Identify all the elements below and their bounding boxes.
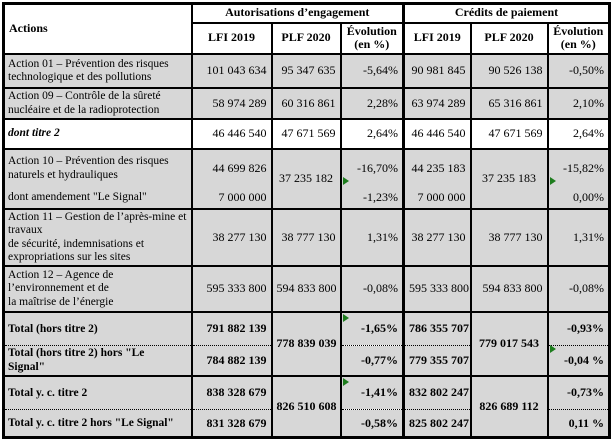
row-label: Action 10 – Prévention des risques natur… — [2, 148, 193, 188]
cell-cp-lfi: 46 446 540 — [402, 118, 472, 151]
cell-cp-lfi: 63 974 289 — [402, 87, 472, 121]
cell-cp-evolution: -15,82% — [546, 148, 611, 188]
row-dont-titre-2: dont titre 2 46 446 540 47 671 569 2,64%… — [2, 118, 611, 151]
cell-cp-plf: 65 316 861 — [469, 87, 549, 121]
cell-ae-lfi: 784 882 139 — [190, 345, 273, 377]
cell-ae-evolution: 2,64% — [339, 118, 405, 151]
cell-cp-lfi: 44 235 183 — [402, 148, 472, 188]
cell-ae-lfi: 58 974 289 — [190, 87, 273, 121]
cell-cp-evolution: 2,64% — [546, 118, 611, 151]
cell-ae-lfi: 38 277 130 — [190, 208, 273, 267]
cell-cp-evolution: 0,00% — [546, 187, 611, 211]
cp-plf-column-header: PLF 2020 — [469, 21, 549, 56]
row-action-11: Action 11 – Gestion de l’après-mine et t… — [2, 208, 611, 267]
cell-ae-lfi: 595 333 800 — [190, 264, 273, 313]
cell-cp-plf: 47 671 569 — [469, 118, 549, 151]
cell-cp-lfi: 825 802 247 — [402, 409, 472, 439]
ae-evolution-column-header: Évolution (en %) — [339, 21, 405, 56]
cell-cp-lfi: 779 355 707 — [402, 345, 472, 377]
cell-cp-lfi: 595 333 800 — [402, 264, 472, 313]
cell-cp-evolution: 2,10% — [546, 87, 611, 121]
cell-ae-lfi: 46 446 540 — [190, 118, 273, 151]
row-dont-amendement-le-signal: dont amendement "Le Signal" 7 000 000 -1… — [2, 187, 611, 211]
cell-ae-evolution: -1,41% — [339, 374, 405, 411]
group-header-autorisations: Autorisations d’engagement — [190, 2, 405, 24]
cell-ae-lfi: 7 000 000 — [190, 187, 273, 211]
column-header-row: LFI 2019 PLF 2020 Évolution (en %) LFI 2… — [4, 21, 611, 56]
cell-ae-lfi: 101 043 634 — [190, 53, 273, 90]
row-label: Action 11 – Gestion de l’après-mine et t… — [2, 208, 193, 267]
cell-cp-evolution: -0,04 % — [546, 345, 611, 377]
cell-ae-plf: 594 833 800 — [270, 264, 342, 313]
cell-ae-plf: 95 347 635 — [270, 53, 342, 90]
row-label: Total y. c. titre 2 — [2, 374, 193, 411]
row-label: dont titre 2 — [2, 118, 193, 151]
row-label: Total (hors titre 2) hors "Le Signal" — [2, 345, 193, 377]
cell-cp-plf-merged: 826 689 112 — [469, 374, 549, 439]
cell-ae-evolution: -5,64% — [339, 53, 405, 90]
cell-cp-lfi: 7 000 000 — [402, 187, 472, 211]
row-label: dont amendement "Le Signal" — [2, 187, 193, 211]
comment-flag-icon — [342, 177, 349, 186]
cell-cp-lfi: 786 355 707 — [402, 310, 472, 347]
cell-ae-plf: 47 671 569 — [270, 118, 342, 151]
cell-cp-evolution: -0,93% — [546, 310, 611, 347]
cell-ae-evolution: 1,31% — [339, 208, 405, 267]
row-label: Action 01 – Prévention des risques techn… — [2, 53, 193, 90]
row-total-yc-titre-2-hors-le-signal: Total y. c. titre 2 hors "Le Signal" 831… — [2, 409, 611, 439]
cell-ae-lfi: 791 882 139 — [190, 310, 273, 347]
cell-ae-evolution: 2,28% — [339, 87, 405, 121]
comment-flag-icon — [549, 177, 556, 186]
row-label: Action 09 – Contrôle de la sûreté nucléa… — [2, 87, 193, 121]
row-action-09: Action 09 – Contrôle de la sûreté nucléa… — [2, 87, 611, 121]
group-header-credits: Crédits de paiement — [402, 2, 611, 24]
cell-ae-plf-merged: 778 839 039 — [270, 310, 342, 377]
cell-cp-evolution: -0,73% — [546, 374, 611, 411]
cell-cp-lfi: 832 802 247 — [402, 374, 472, 411]
cell-cp-lfi: 90 981 845 — [402, 53, 472, 90]
cell-ae-evolution: -1,65% — [339, 310, 405, 347]
cell-ae-lfi: 838 328 679 — [190, 374, 273, 411]
row-label: Total (hors titre 2) — [2, 310, 193, 347]
row-action-10: Action 10 – Prévention des risques natur… — [2, 148, 611, 211]
cell-cp-evolution: -0,50% — [546, 53, 611, 90]
row-action-12: Action 12 – Agence de l’environnement et… — [2, 264, 611, 313]
cell-cp-plf: 594 833 800 — [469, 264, 549, 313]
row-total-yc-titre-2: Total y. c. titre 2 838 328 679 826 510 … — [2, 374, 611, 439]
cell-cp-evolution: 0,11 % — [546, 409, 611, 439]
row-action-01: Action 01 – Prévention des risques techn… — [2, 53, 611, 90]
comment-flag-icon — [549, 345, 556, 354]
comment-flag-icon — [342, 377, 349, 386]
cell-ae-evolution: -1,23% — [339, 187, 405, 211]
row-label: Total y. c. titre 2 hors "Le Signal" — [2, 409, 193, 439]
cell-ae-evolution: -0,77% — [339, 345, 405, 377]
cell-cp-evolution: 1,31% — [546, 208, 611, 267]
cell-cp-plf: 38 777 130 — [469, 208, 549, 267]
row-total-hors-titre-2-hors-le-signal: Total (hors titre 2) hors "Le Signal" 78… — [2, 345, 611, 377]
row-total-hors-titre-2: Total (hors titre 2) 791 882 139 778 839… — [2, 310, 611, 377]
cp-evolution-column-header: Évolution (en %) — [546, 21, 611, 56]
actions-column-header: Actions — [2, 2, 193, 56]
cell-cp-plf-merged: 37 235 183 — [469, 148, 549, 211]
cell-ae-evolution: -0,08% — [339, 264, 405, 313]
comment-flag-icon — [342, 313, 349, 322]
cell-cp-plf-merged: 779 017 543 — [469, 310, 549, 377]
cp-lfi-column-header: LFI 2019 — [402, 21, 472, 56]
cell-ae-plf-merged: 826 510 608 — [270, 374, 342, 439]
cell-ae-lfi: 44 699 826 — [190, 148, 273, 188]
cell-ae-plf: 60 316 861 — [270, 87, 342, 121]
cell-ae-plf: 38 777 130 — [270, 208, 342, 267]
cell-ae-evolution: -16,70% — [339, 148, 405, 188]
row-label: Action 12 – Agence de l’environnement et… — [2, 264, 193, 313]
cell-ae-plf-merged: 37 235 182 — [270, 148, 342, 211]
ae-lfi-column-header: LFI 2019 — [190, 21, 273, 56]
cell-cp-evolution: -0,08% — [546, 264, 611, 313]
ae-plf-column-header: PLF 2020 — [270, 21, 342, 56]
cell-cp-lfi: 38 277 130 — [402, 208, 472, 267]
cell-ae-evolution: -0,58% — [339, 409, 405, 439]
cell-ae-lfi: 831 328 679 — [190, 409, 273, 439]
group-header-row: Actions Autorisations d’engagement Crédi… — [2, 2, 611, 56]
cell-cp-plf: 90 526 138 — [469, 53, 549, 90]
